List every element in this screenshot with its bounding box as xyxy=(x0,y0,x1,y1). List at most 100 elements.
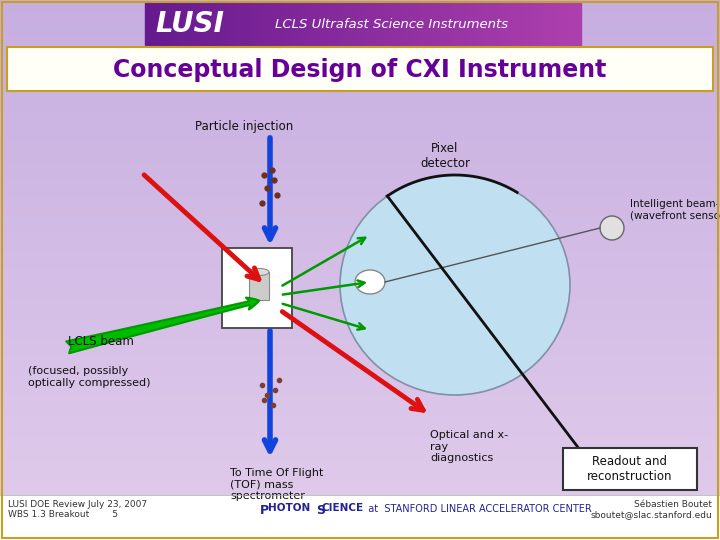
Bar xyxy=(0,483,720,486)
Bar xyxy=(532,3,538,45)
Bar xyxy=(0,94,720,97)
Bar xyxy=(0,346,720,348)
Bar xyxy=(0,446,720,448)
Bar xyxy=(249,3,255,45)
Bar xyxy=(297,3,302,45)
Bar xyxy=(228,3,233,45)
Bar xyxy=(0,38,720,40)
Bar xyxy=(519,3,524,45)
Bar xyxy=(284,3,289,45)
Bar xyxy=(0,524,720,526)
Bar xyxy=(0,378,720,381)
Bar xyxy=(415,3,420,45)
Bar xyxy=(0,81,720,84)
Bar xyxy=(0,22,720,24)
Bar xyxy=(293,3,298,45)
Bar xyxy=(0,211,720,213)
Bar xyxy=(258,3,264,45)
Text: (focused, possibly
optically compressed): (focused, possibly optically compressed) xyxy=(28,366,150,388)
Text: Optical and x-
ray
diagnostics: Optical and x- ray diagnostics xyxy=(430,430,508,463)
Bar xyxy=(249,272,269,300)
Text: Intelligent beam-stop
(wavefront sensor): Intelligent beam-stop (wavefront sensor) xyxy=(630,199,720,221)
Bar xyxy=(0,429,720,432)
Bar xyxy=(332,3,338,45)
Bar xyxy=(302,3,307,45)
Text: Conceptual Design of CXI Instrument: Conceptual Design of CXI Instrument xyxy=(113,58,607,82)
Bar xyxy=(0,292,720,294)
Bar xyxy=(197,3,202,45)
Bar xyxy=(145,3,150,45)
Bar xyxy=(0,462,720,464)
Bar xyxy=(0,294,720,297)
Bar xyxy=(0,305,720,308)
Bar xyxy=(0,424,720,427)
Bar xyxy=(0,408,720,410)
Bar xyxy=(0,451,720,454)
Ellipse shape xyxy=(355,270,385,294)
Bar xyxy=(0,332,720,335)
Bar xyxy=(0,494,720,497)
Bar xyxy=(0,259,720,262)
Bar xyxy=(0,19,720,22)
Bar xyxy=(0,321,720,324)
Bar xyxy=(372,3,377,45)
Bar xyxy=(0,238,720,240)
Bar xyxy=(0,416,720,418)
Bar xyxy=(0,351,720,354)
Bar xyxy=(0,456,720,459)
Bar xyxy=(0,224,720,227)
Bar xyxy=(506,3,511,45)
Bar xyxy=(310,3,315,45)
Text: To Time Of Flight
(TOF) mass
spectrometer: To Time Of Flight (TOF) mass spectromete… xyxy=(230,468,323,501)
Bar xyxy=(554,3,559,45)
Bar xyxy=(219,3,225,45)
Bar xyxy=(0,256,720,259)
Bar xyxy=(0,505,720,508)
Bar xyxy=(0,475,720,478)
Bar xyxy=(0,267,720,270)
Bar xyxy=(502,3,507,45)
Bar xyxy=(0,151,720,154)
Bar xyxy=(0,62,720,65)
Bar xyxy=(0,122,720,124)
Bar xyxy=(193,3,198,45)
Bar xyxy=(0,27,720,30)
Bar xyxy=(153,3,159,45)
Bar xyxy=(558,3,564,45)
Bar xyxy=(0,243,720,246)
Bar xyxy=(0,502,720,505)
Text: LUSI DOE Review July 23, 2007
WBS 1.3 Breakout        5: LUSI DOE Review July 23, 2007 WBS 1.3 Br… xyxy=(8,500,147,519)
Bar xyxy=(436,3,442,45)
Bar xyxy=(0,89,720,92)
Bar xyxy=(0,40,720,43)
Bar xyxy=(0,127,720,130)
Bar xyxy=(0,432,720,435)
Bar xyxy=(0,254,720,256)
Text: LUSI: LUSI xyxy=(155,10,224,38)
Bar xyxy=(167,3,172,45)
Bar xyxy=(0,170,720,173)
Bar xyxy=(0,248,720,251)
Bar xyxy=(0,221,720,224)
Bar xyxy=(0,284,720,286)
Bar xyxy=(0,113,720,116)
Bar xyxy=(0,76,720,78)
Bar xyxy=(158,3,163,45)
Bar xyxy=(0,116,720,119)
Bar xyxy=(0,97,720,100)
Bar xyxy=(0,32,720,35)
Bar xyxy=(410,3,415,45)
Bar xyxy=(280,3,285,45)
Bar xyxy=(271,3,276,45)
Bar xyxy=(441,3,446,45)
Bar xyxy=(528,3,533,45)
Bar xyxy=(523,3,528,45)
Text: LCLS Ultrafast Science Instruments: LCLS Ultrafast Science Instruments xyxy=(275,17,508,30)
Bar xyxy=(0,302,720,305)
Bar xyxy=(367,3,372,45)
Bar xyxy=(0,5,720,8)
Bar xyxy=(0,0,720,3)
Bar xyxy=(0,370,720,373)
Bar xyxy=(0,389,720,392)
Bar xyxy=(149,3,155,45)
